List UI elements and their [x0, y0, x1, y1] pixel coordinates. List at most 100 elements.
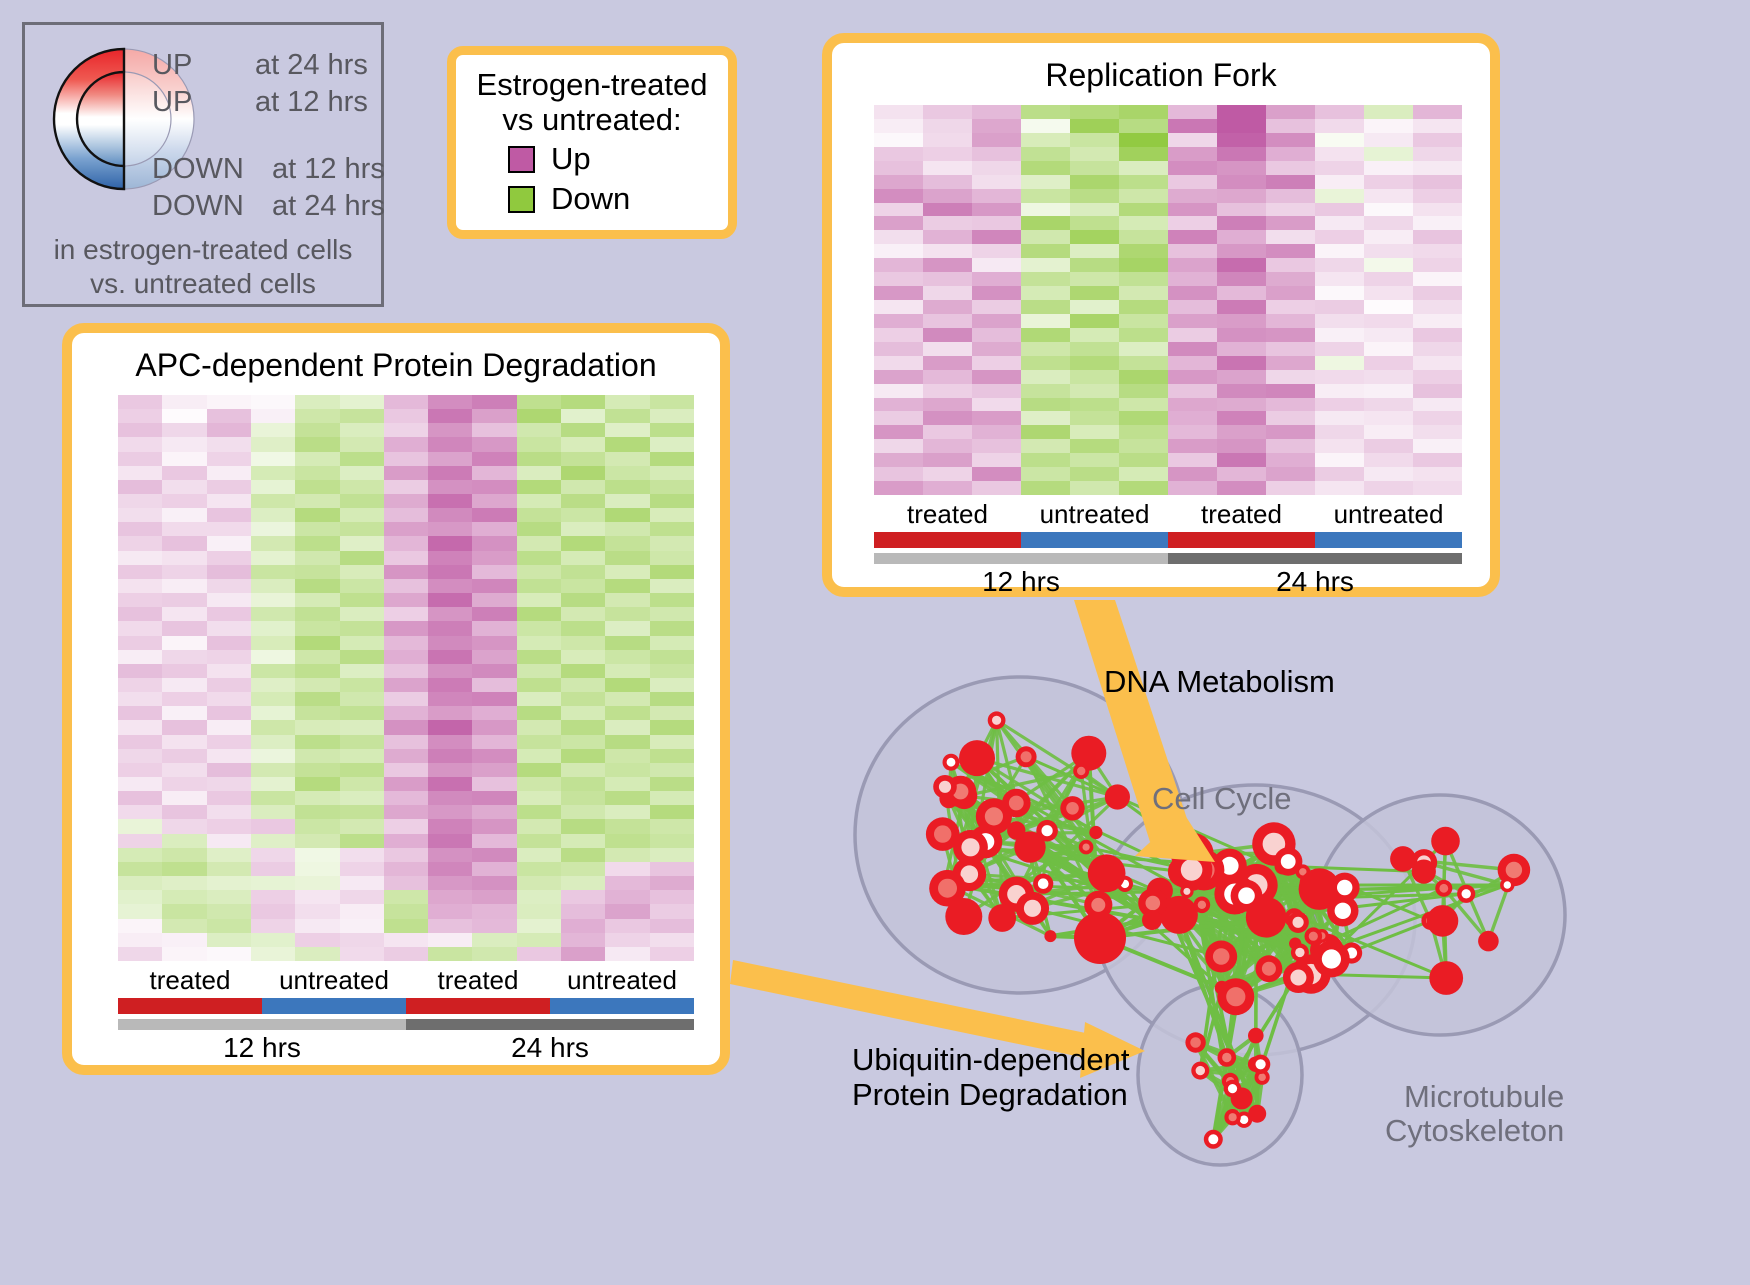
heatmap-cell: [650, 494, 694, 508]
heatmap-cell: [472, 437, 516, 451]
heatmap-cell: [874, 203, 923, 217]
heatmap-cell: [923, 384, 972, 398]
heatmap-cell: [295, 876, 339, 890]
heatmap-cell: [207, 664, 251, 678]
heatmap-cell: [340, 706, 384, 720]
network-node: [1412, 860, 1436, 884]
heatmap-cell: [251, 423, 295, 437]
network-node-core: [961, 838, 979, 856]
heatmap-cell: [605, 890, 649, 904]
heatmap-cell: [207, 480, 251, 494]
heatmap-cell: [295, 664, 339, 678]
heatmap-cell: [1168, 286, 1217, 300]
panel-apc-degradation: APC-dependent Protein Degradation treate…: [62, 323, 730, 1075]
heatmap-cell: [1021, 439, 1070, 453]
heatmap-cell: [207, 706, 251, 720]
heatmap-cell: [251, 947, 295, 961]
heatmap-cell: [118, 904, 162, 918]
heatmap-cell: [118, 579, 162, 593]
heatmap-cell: [384, 480, 428, 494]
heatmap-cell: [340, 536, 384, 550]
heatmap-cell: [1070, 342, 1119, 356]
heatmap-cell: [1168, 244, 1217, 258]
heatmap-cell: [517, 522, 561, 536]
heatmap-cell: [118, 819, 162, 833]
heatmap-cell: [118, 536, 162, 550]
heatmap-cell: [118, 678, 162, 692]
heatmap-cell: [207, 621, 251, 635]
heatmap-cell: [162, 551, 206, 565]
heatmap-cell: [517, 904, 561, 918]
network-node: [959, 740, 995, 776]
heatmap-cell: [923, 439, 972, 453]
heatmap-cell: [1070, 411, 1119, 425]
heatmap-cell: [384, 791, 428, 805]
heatmap-cell: [1168, 370, 1217, 384]
heatmap-cell: [1168, 481, 1217, 495]
heatmap-cell: [923, 314, 972, 328]
heatmap-cell: [650, 607, 694, 621]
heatmap-cell: [472, 834, 516, 848]
heatmap-cell: [428, 720, 472, 734]
heatmap-cell: [384, 522, 428, 536]
heatmap-cell: [517, 437, 561, 451]
heatmap-cell: [517, 862, 561, 876]
network-node: [1088, 854, 1126, 892]
heatmap-cell: [972, 119, 1021, 133]
heatmap-cell: [472, 664, 516, 678]
heatmap-cell: [340, 735, 384, 749]
heatmap-cell: [874, 258, 923, 272]
heatmap-cell: [428, 565, 472, 579]
heatmap-cell: [428, 904, 472, 918]
heatmap-cell: [1413, 411, 1462, 425]
heatmap-cell: [207, 565, 251, 579]
heatmap-cell: [561, 607, 605, 621]
heatmap-cell: [472, 636, 516, 650]
heatmap-cell: [605, 919, 649, 933]
heatmap-cell: [162, 678, 206, 692]
heatmap-cell: [561, 848, 605, 862]
heatmap-cell: [428, 791, 472, 805]
heatmap-cell: [1364, 203, 1413, 217]
heatmap-cell: [561, 919, 605, 933]
heatmap-cell: [251, 494, 295, 508]
heatmap-cell: [923, 216, 972, 230]
heatmap-cell: [561, 763, 605, 777]
heatmap-cell: [972, 216, 1021, 230]
heatmap-cell: [384, 466, 428, 480]
heatmap-cell: [207, 763, 251, 777]
heatmap-cell: [251, 791, 295, 805]
heatmap-cell: [428, 834, 472, 848]
network-node-core: [1021, 751, 1032, 762]
heatmap-cell: [295, 720, 339, 734]
heatmap-cell: [251, 763, 295, 777]
heatmap-cell: [1364, 258, 1413, 272]
apc-title: APC-dependent Protein Degradation: [72, 347, 720, 384]
heatmap-cell: [251, 933, 295, 947]
heatmap-cell: [1315, 314, 1364, 328]
heatmap-cell: [340, 494, 384, 508]
heatmap-cell: [295, 437, 339, 451]
heatmap-cell: [207, 593, 251, 607]
heatmap-cell: [1021, 286, 1070, 300]
heatmap-cell: [517, 876, 561, 890]
heatmap-cell: [1070, 467, 1119, 481]
key-caption-line1: in estrogen-treated cells: [25, 233, 381, 267]
heatmap-cell: [1364, 342, 1413, 356]
heatmap-cell: [251, 890, 295, 904]
heatmap-cell: [207, 862, 251, 876]
network-node-core: [934, 825, 951, 842]
heatmap-cell: [1168, 384, 1217, 398]
heatmap-cell: [1070, 161, 1119, 175]
network-node-core: [938, 879, 957, 898]
heatmap-cell: [118, 777, 162, 791]
heatmap-cell: [251, 522, 295, 536]
heatmap-cell: [118, 494, 162, 508]
heatmap-cell: [295, 650, 339, 664]
heatmap-cell: [1168, 216, 1217, 230]
heatmap-cell: [1070, 439, 1119, 453]
heatmap-cell: [650, 650, 694, 664]
heatmap-cell: [1364, 398, 1413, 412]
network-node: [1044, 930, 1056, 942]
heatmap-cell: [1119, 328, 1168, 342]
